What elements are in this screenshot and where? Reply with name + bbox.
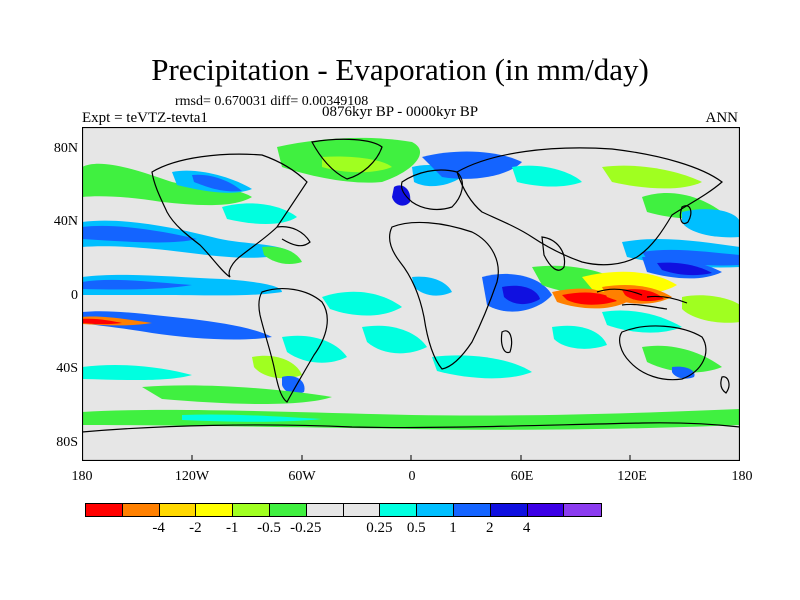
colorbar-label-9: 4 xyxy=(522,520,531,536)
lon-label-0: 0 xyxy=(408,469,416,484)
plot-title: Precipitation - Evaporation (in mm/day) xyxy=(151,52,649,87)
season-label: ANN xyxy=(705,110,739,126)
lat-label-0: 0 xyxy=(71,288,78,303)
colorbar-swatch-12 xyxy=(527,504,565,516)
lon-label-120w: 120W xyxy=(174,469,210,484)
colorbar-label-8: 2 xyxy=(486,520,494,536)
pe-map xyxy=(82,127,740,461)
colorbar-label-2: -1 xyxy=(225,520,239,536)
colorbar xyxy=(85,503,603,517)
colorbar-swatch-10 xyxy=(453,504,491,516)
colorbar-swatch-8 xyxy=(380,504,418,516)
stats-line: rmsd= 0.670031 diff= 0.00349108 xyxy=(175,94,369,109)
colorbar-swatch-7 xyxy=(343,504,381,516)
colorbar-swatch-1 xyxy=(122,504,160,516)
period-label: 0876kyr BP - 0000kyr BP xyxy=(322,104,479,120)
lon-label-120e: 120E xyxy=(617,469,647,484)
colorbar-swatch-13 xyxy=(564,504,602,516)
colorbar-swatch-4 xyxy=(233,504,270,516)
colorbar-swatch-9 xyxy=(417,504,454,516)
colorbar-label-3: -0.5 xyxy=(257,520,281,536)
lat-label-80s: 80S xyxy=(56,435,78,450)
lon-label-180w: 180 xyxy=(71,469,93,484)
experiment-label: Expt = teVTZ-tevta1 xyxy=(82,110,208,126)
lat-label-40s: 40S xyxy=(56,361,78,376)
colorbar-label-1: -2 xyxy=(189,520,202,536)
colorbar-label-4: -0.25 xyxy=(290,520,322,536)
axis-ticks xyxy=(191,455,631,461)
lon-label-60w: 60W xyxy=(288,469,316,484)
colorbar-swatch-5 xyxy=(269,504,307,516)
colorbar-label-7: 1 xyxy=(449,520,457,536)
coastlines xyxy=(82,138,740,433)
colorbar-label-0: -4 xyxy=(152,520,165,536)
colorbar-label-5: 0.25 xyxy=(366,520,393,536)
colorbar-swatch-2 xyxy=(159,504,197,516)
lat-label-80n: 80N xyxy=(53,141,78,156)
colorbar-swatch-6 xyxy=(306,504,344,516)
lon-label-180e: 180 xyxy=(731,469,753,484)
colorbar-swatch-3 xyxy=(196,504,234,516)
lat-label-40n: 40N xyxy=(53,214,78,229)
colorbar-swatch-0 xyxy=(86,504,123,516)
colorbar-label-6: 0.5 xyxy=(406,520,426,536)
colorbar-swatch-11 xyxy=(490,504,528,516)
lon-label-60e: 60E xyxy=(510,469,534,484)
